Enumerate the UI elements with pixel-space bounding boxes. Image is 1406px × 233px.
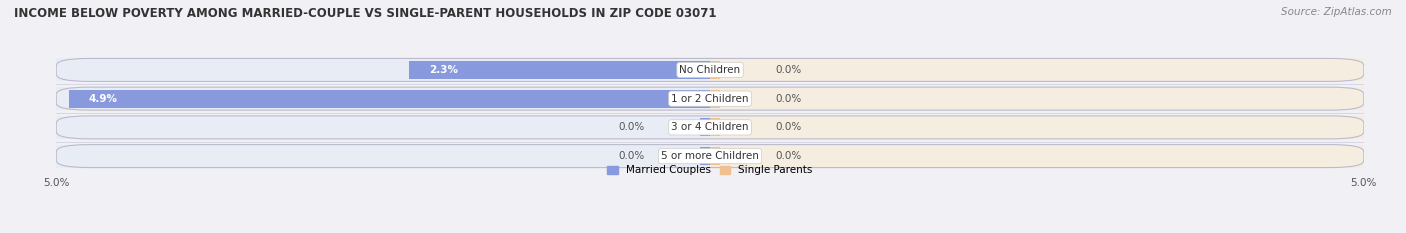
- Bar: [710, 87, 1364, 110]
- Text: 0.0%: 0.0%: [776, 65, 801, 75]
- Text: 1 or 2 Children: 1 or 2 Children: [671, 94, 749, 104]
- Bar: [710, 90, 720, 108]
- Bar: [710, 116, 1364, 139]
- Bar: [409, 61, 710, 79]
- Bar: [710, 145, 1364, 168]
- Bar: [56, 87, 710, 110]
- Bar: [710, 58, 1364, 81]
- Text: 0.0%: 0.0%: [776, 122, 801, 132]
- Bar: [69, 90, 710, 108]
- Bar: [710, 147, 720, 165]
- Text: 4.9%: 4.9%: [89, 94, 118, 104]
- Bar: [700, 118, 710, 136]
- Bar: [700, 147, 710, 165]
- Text: 0.0%: 0.0%: [619, 151, 644, 161]
- Bar: [56, 116, 710, 139]
- Text: 0.0%: 0.0%: [619, 122, 644, 132]
- Text: 2.3%: 2.3%: [429, 65, 458, 75]
- Bar: [710, 118, 720, 136]
- Text: 0.0%: 0.0%: [776, 94, 801, 104]
- Text: 0.0%: 0.0%: [776, 151, 801, 161]
- Text: Source: ZipAtlas.com: Source: ZipAtlas.com: [1281, 7, 1392, 17]
- Bar: [56, 58, 710, 81]
- Legend: Married Couples, Single Parents: Married Couples, Single Parents: [603, 161, 817, 179]
- Text: 3 or 4 Children: 3 or 4 Children: [671, 122, 749, 132]
- Bar: [56, 145, 710, 168]
- Bar: [710, 61, 720, 79]
- Text: No Children: No Children: [679, 65, 741, 75]
- Text: INCOME BELOW POVERTY AMONG MARRIED-COUPLE VS SINGLE-PARENT HOUSEHOLDS IN ZIP COD: INCOME BELOW POVERTY AMONG MARRIED-COUPL…: [14, 7, 717, 20]
- Text: 5 or more Children: 5 or more Children: [661, 151, 759, 161]
